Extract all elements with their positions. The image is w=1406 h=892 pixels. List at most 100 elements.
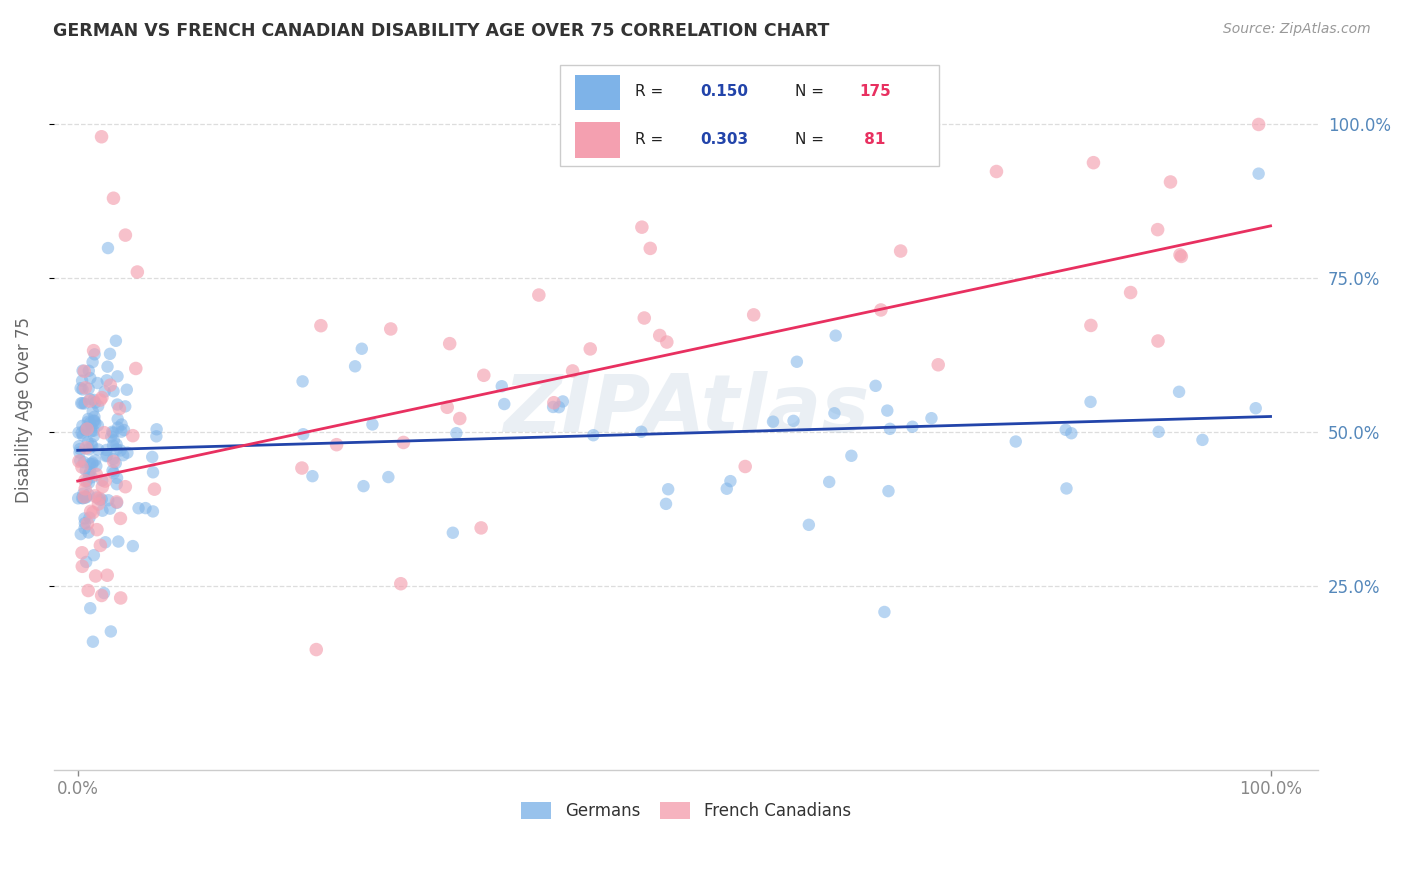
Point bbox=[125, 361, 148, 376]
Point bbox=[1146, 222, 1168, 236]
Point bbox=[873, 605, 896, 619]
Point bbox=[105, 477, 128, 491]
Point bbox=[876, 403, 898, 417]
Point bbox=[582, 428, 605, 442]
Point bbox=[543, 395, 565, 409]
Text: GERMAN VS FRENCH CANADIAN DISABILITY AGE OVER 75 CORRELATION CHART: GERMAN VS FRENCH CANADIAN DISABILITY AGE… bbox=[53, 22, 830, 40]
Point bbox=[128, 501, 150, 516]
Point bbox=[353, 479, 375, 493]
Point bbox=[77, 583, 100, 598]
Point bbox=[70, 396, 93, 410]
Point bbox=[86, 523, 108, 537]
Point bbox=[72, 559, 94, 574]
Point bbox=[83, 343, 105, 358]
Point bbox=[73, 490, 96, 504]
Point bbox=[472, 368, 495, 383]
Point bbox=[75, 555, 97, 569]
Point bbox=[986, 164, 1008, 178]
Point bbox=[108, 401, 131, 416]
Point bbox=[114, 480, 136, 494]
Point bbox=[377, 470, 399, 484]
Point bbox=[73, 511, 96, 525]
Point bbox=[67, 491, 90, 506]
Point bbox=[762, 415, 785, 429]
Point bbox=[141, 450, 163, 464]
Text: Source: ZipAtlas.com: Source: ZipAtlas.com bbox=[1223, 22, 1371, 37]
Point bbox=[142, 465, 165, 479]
Point bbox=[73, 364, 96, 378]
Point bbox=[94, 449, 117, 463]
Point bbox=[1247, 167, 1270, 181]
Point bbox=[67, 454, 90, 468]
Point bbox=[69, 527, 91, 541]
Point bbox=[734, 459, 756, 474]
Point bbox=[75, 490, 97, 504]
Point bbox=[818, 475, 841, 489]
Point bbox=[392, 435, 415, 450]
Point bbox=[541, 400, 564, 414]
Point bbox=[77, 475, 100, 490]
Point bbox=[145, 422, 167, 436]
Point bbox=[127, 265, 149, 279]
Point bbox=[105, 398, 128, 412]
Point bbox=[879, 422, 901, 436]
Point bbox=[110, 417, 132, 432]
Point bbox=[79, 601, 101, 615]
Point bbox=[1159, 175, 1181, 189]
Point bbox=[350, 342, 373, 356]
Point bbox=[110, 443, 132, 458]
Point bbox=[86, 458, 108, 473]
Point bbox=[98, 378, 121, 392]
Point bbox=[84, 453, 107, 467]
Point bbox=[77, 442, 100, 457]
Point bbox=[657, 482, 679, 496]
Point bbox=[72, 486, 94, 500]
Point bbox=[70, 460, 93, 475]
Point bbox=[75, 463, 97, 477]
Point bbox=[83, 414, 105, 428]
Point bbox=[491, 379, 513, 393]
Point bbox=[105, 495, 128, 509]
Point bbox=[89, 393, 111, 408]
Point bbox=[527, 288, 550, 302]
Point bbox=[718, 474, 741, 488]
Point bbox=[291, 375, 314, 389]
Point bbox=[90, 391, 112, 405]
Point bbox=[655, 334, 678, 349]
Point bbox=[1004, 434, 1026, 449]
Point bbox=[82, 505, 104, 519]
Point bbox=[648, 328, 671, 343]
Point bbox=[1147, 334, 1170, 348]
Point bbox=[103, 452, 125, 467]
Point bbox=[865, 379, 887, 393]
Point bbox=[70, 374, 93, 388]
Point bbox=[1080, 395, 1102, 409]
Point bbox=[86, 467, 108, 482]
Point bbox=[561, 364, 583, 378]
Point bbox=[72, 383, 94, 397]
Point bbox=[890, 244, 912, 258]
Point bbox=[441, 525, 464, 540]
Point bbox=[83, 414, 105, 428]
Text: ZIPAtlas: ZIPAtlas bbox=[503, 371, 869, 450]
Point bbox=[80, 420, 103, 434]
Point bbox=[449, 411, 471, 425]
Point bbox=[70, 491, 93, 505]
Point bbox=[70, 546, 93, 560]
Point bbox=[97, 241, 120, 255]
Point bbox=[96, 449, 118, 463]
Point bbox=[1119, 285, 1142, 300]
Point bbox=[631, 220, 654, 235]
Point bbox=[96, 359, 118, 374]
Point bbox=[121, 539, 143, 553]
Point bbox=[103, 466, 125, 480]
Point bbox=[841, 449, 863, 463]
Point bbox=[1056, 482, 1078, 496]
Point bbox=[301, 469, 323, 483]
Point bbox=[83, 392, 105, 407]
Point bbox=[75, 475, 97, 489]
Point bbox=[103, 191, 125, 205]
Point bbox=[87, 418, 110, 433]
Point bbox=[105, 442, 128, 457]
Point bbox=[73, 474, 96, 488]
